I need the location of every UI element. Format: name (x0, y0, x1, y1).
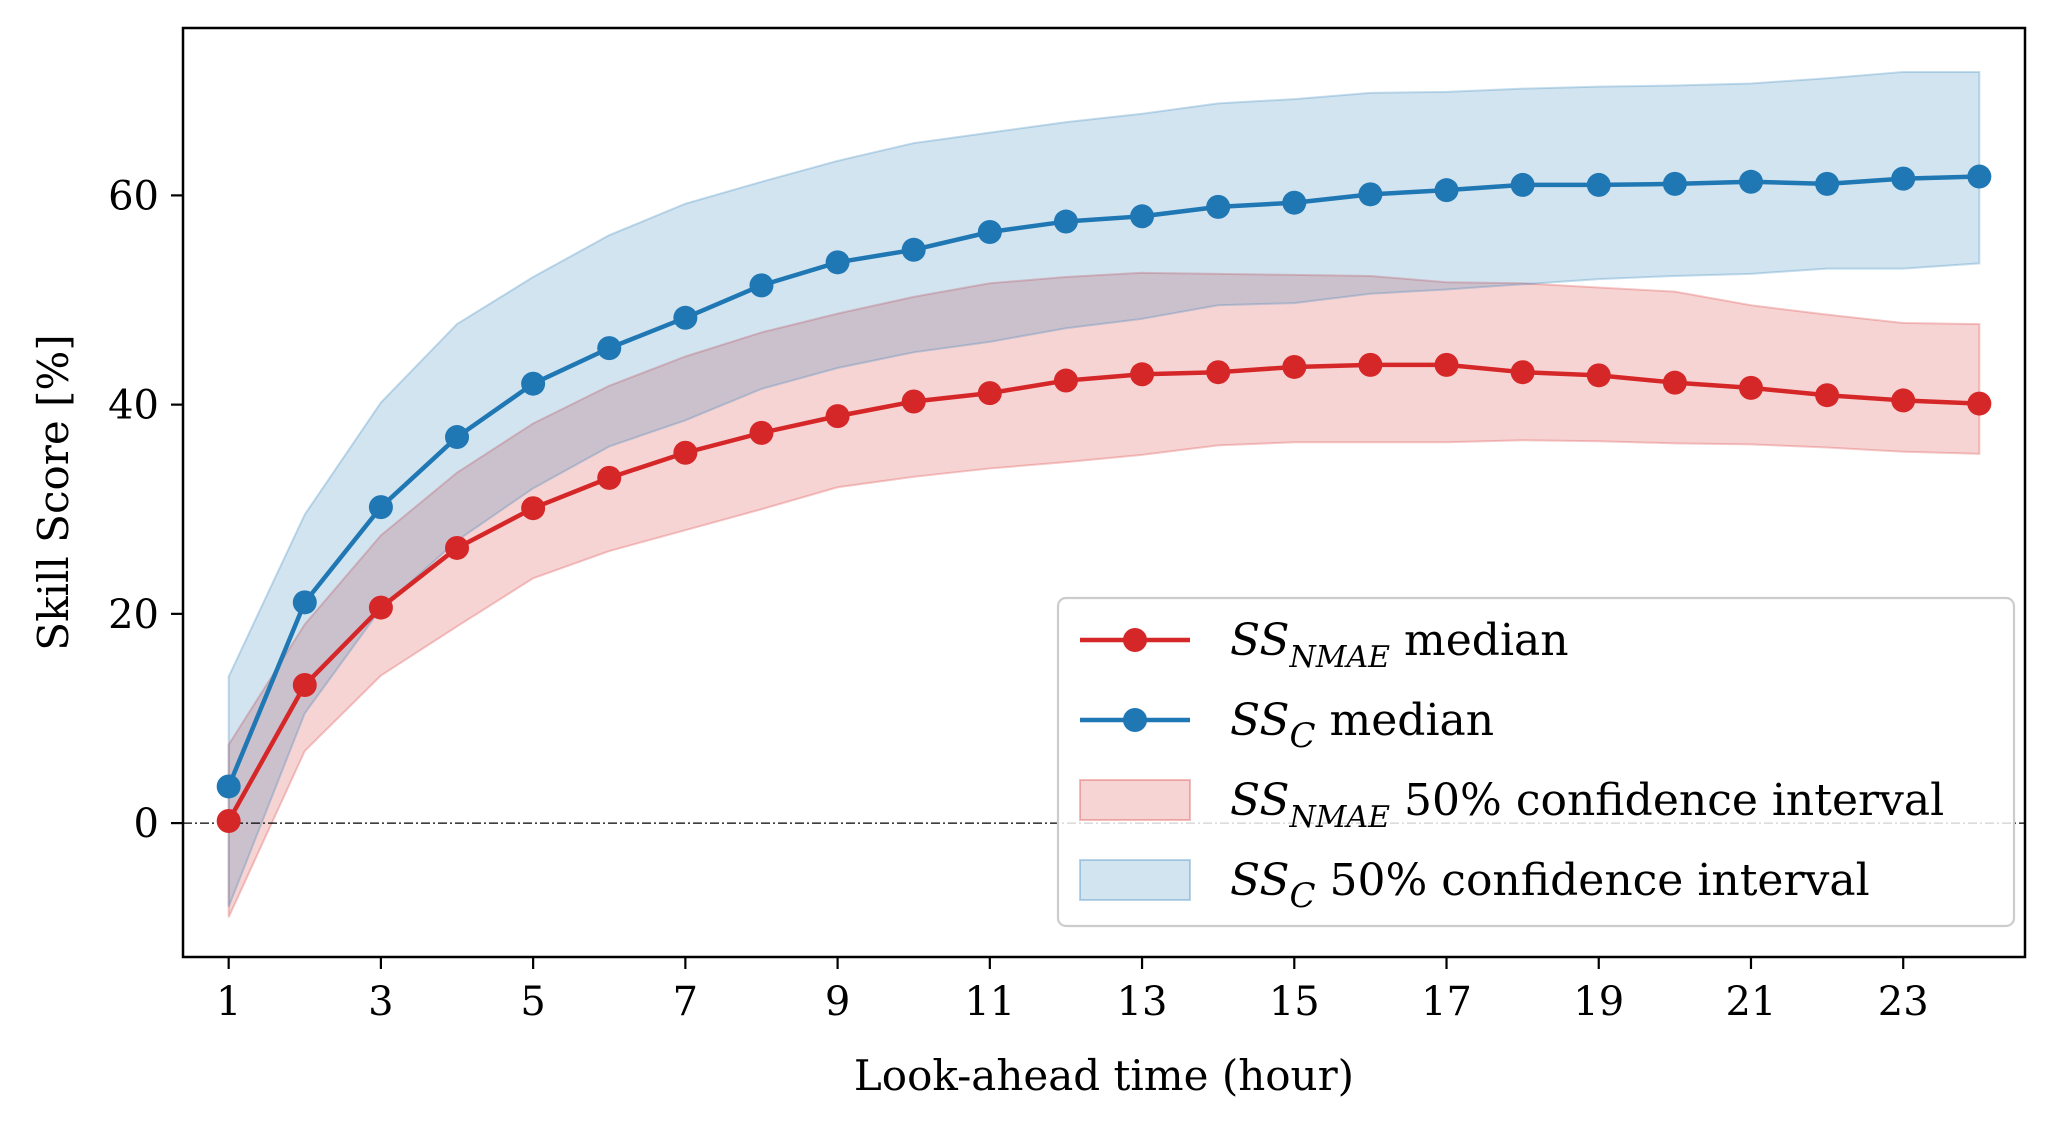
legend-entry-4: SSC 50% confidence interval (1079, 855, 1870, 916)
data-point-nmae-16 (1358, 352, 1383, 377)
data-point-nmae-11 (977, 381, 1002, 406)
data-point-c-2 (292, 590, 317, 615)
data-point-c-7 (673, 305, 698, 330)
data-point-nmae-12 (1053, 368, 1078, 393)
confidence-band-c (227, 70, 1981, 908)
data-point-nmae-21 (1738, 375, 1763, 400)
x-tick-label-23: 23 (1878, 979, 1929, 1025)
x-tick-label-5: 5 (520, 979, 545, 1025)
data-point-c-20 (1662, 171, 1687, 196)
data-point-c-12 (1053, 209, 1078, 234)
data-point-c-6 (597, 336, 622, 361)
data-point-nmae-3 (368, 595, 393, 620)
median-lines (226, 174, 1980, 823)
data-point-c-18 (1510, 172, 1535, 197)
legend-entry-2: SSC median (1080, 695, 1494, 756)
data-point-c-21 (1738, 169, 1763, 194)
data-point-nmae-6 (597, 465, 622, 490)
data-point-c-10 (901, 237, 926, 262)
data-point-nmae-22 (1815, 383, 1840, 408)
data-point-c-22 (1815, 171, 1840, 196)
x-axis-title: Look-ahead time (hour) (854, 1051, 1354, 1100)
data-point-nmae-14 (1206, 360, 1231, 385)
confidence-bands (227, 70, 1981, 918)
data-point-nmae-1 (216, 808, 241, 833)
y-axis-title: Skill Score [%] (29, 334, 78, 650)
confidence-band-nmae (227, 271, 1981, 918)
legend-marker-swatch (1123, 628, 1147, 652)
data-point-nmae-15 (1282, 354, 1307, 379)
data-point-nmae-23 (1891, 388, 1916, 413)
legend-label: SSNMAE 50% confidence interval (1230, 775, 1944, 835)
x-tick-label-11: 11 (964, 979, 1015, 1025)
data-point-c-24 (1967, 164, 1992, 189)
data-point-nmae-13 (1130, 362, 1155, 387)
legend-band-swatch (1079, 859, 1191, 901)
data-point-nmae-18 (1510, 360, 1535, 385)
data-point-nmae-4 (445, 535, 470, 560)
legend-label: SSC median (1230, 695, 1494, 756)
data-point-c-17 (1434, 178, 1459, 203)
data-point-nmae-2 (292, 672, 317, 697)
data-point-c-14 (1206, 194, 1231, 219)
data-point-c-15 (1282, 190, 1307, 215)
median-line-c (226, 174, 1980, 788)
data-point-c-3 (368, 495, 393, 520)
legend-box (1056, 596, 2016, 928)
data-point-nmae-5 (521, 496, 546, 521)
plot-frame (181, 26, 2027, 959)
legend: SSNMAE median SSC median SSNMAE 50% confid… (1056, 596, 2016, 928)
x-tick-label-13: 13 (1117, 979, 1168, 1025)
data-point-c-23 (1891, 166, 1916, 191)
data-point-nmae-8 (749, 420, 774, 445)
legend-entry-1: SSNMAE median (1080, 615, 1569, 675)
data-point-nmae-9 (825, 404, 850, 429)
data-point-c-13 (1130, 204, 1155, 229)
data-point-c-19 (1586, 172, 1611, 197)
y-tick-label-60: 60 (108, 173, 159, 219)
y-tick-label-40: 40 (108, 383, 159, 429)
data-point-c-4 (445, 425, 470, 450)
legend-label: SSC 50% confidence interval (1230, 855, 1870, 916)
median-points (216, 164, 1992, 833)
x-tick-label-3: 3 (368, 979, 393, 1025)
x-tick-label-1: 1 (216, 979, 241, 1025)
x-tick-label-15: 15 (1269, 979, 1320, 1025)
x-tick-label-17: 17 (1421, 979, 1472, 1025)
y-tick-label-20: 20 (108, 592, 159, 638)
data-point-nmae-10 (901, 389, 926, 414)
data-point-nmae-7 (673, 440, 698, 465)
x-tick-label-19: 19 (1573, 979, 1624, 1025)
data-point-c-16 (1358, 182, 1383, 207)
x-tick-label-7: 7 (673, 979, 698, 1025)
data-point-nmae-24 (1967, 391, 1992, 416)
x-tick-label-21: 21 (1726, 979, 1777, 1025)
data-point-nmae-20 (1662, 370, 1687, 395)
data-point-nmae-19 (1586, 363, 1611, 388)
legend-entry-3: SSNMAE 50% confidence interval (1079, 775, 1944, 835)
data-point-c-9 (825, 250, 850, 275)
x-tick-label-9: 9 (825, 979, 850, 1025)
y-axis: 0 20 40 60 (108, 173, 183, 847)
legend-marker-swatch (1123, 708, 1147, 732)
y-tick-label-0: 0 (134, 801, 159, 847)
x-axis: 1 3 5 7 9 11 13 15 17 19 21 23 (216, 957, 1929, 1025)
data-point-c-1 (216, 774, 241, 799)
legend-label: SSNMAE median (1230, 615, 1569, 675)
legend-band-swatch (1079, 779, 1191, 821)
data-point-nmae-17 (1434, 352, 1459, 377)
data-point-c-5 (521, 371, 546, 396)
median-line-nmae (226, 362, 1980, 823)
data-point-c-11 (977, 220, 1002, 245)
data-point-c-8 (749, 273, 774, 298)
